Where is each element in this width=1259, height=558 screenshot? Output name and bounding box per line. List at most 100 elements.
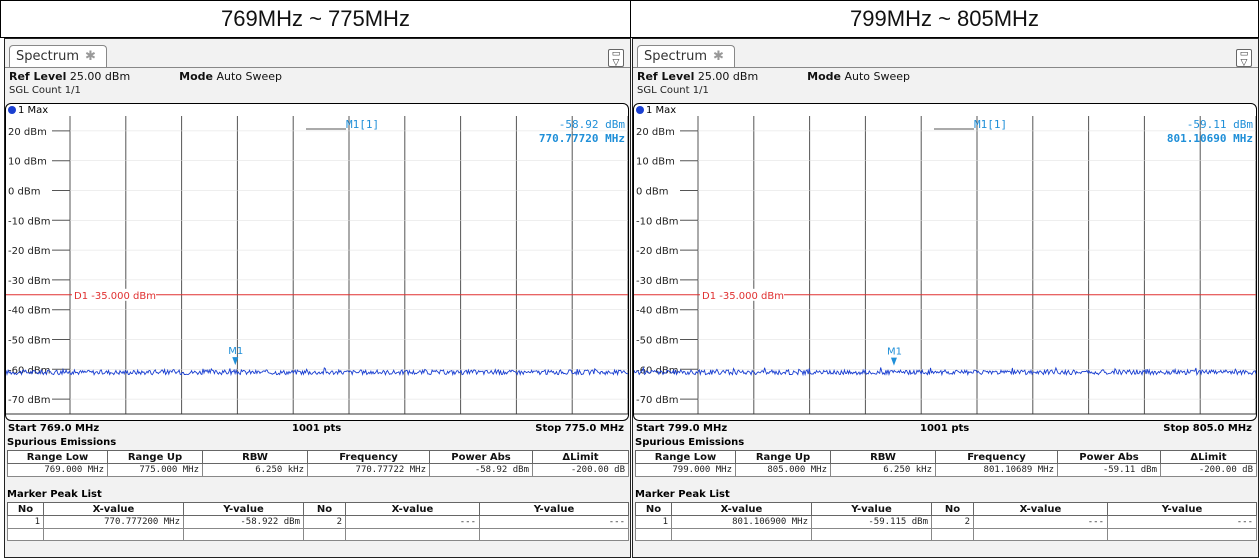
spurious-header: ΔLimit — [533, 451, 629, 464]
y-tick-label: -40 dBm — [8, 306, 50, 317]
spectrum-tab[interactable]: Spectrum ✱ — [637, 45, 735, 67]
spectrum-tab-label: Spectrum — [644, 49, 707, 64]
y-tick-label: -70 dBm — [636, 395, 678, 406]
peak-header: X-value — [672, 503, 812, 516]
peak-header: Y-value — [480, 503, 629, 516]
spectrum-plot: 20 dBm 10 dBm 0 dBm -10 dBm -20 dBm -30 dBm -4… — [633, 103, 1257, 421]
marker-readout-name: M1[1] — [974, 118, 1007, 131]
trace-dot-icon — [636, 106, 644, 114]
sweep-points: 1001 pts — [920, 423, 969, 434]
display-config-icon[interactable]: ▭ ▽ — [1236, 49, 1252, 67]
peak-cell: --- — [480, 516, 629, 529]
y-tick-label: 0 dBm — [636, 187, 669, 198]
spectrum-svg: 20 dBm 10 dBm 0 dBm -10 dBm -20 dBm -30 dBm -4… — [634, 104, 1256, 420]
spurious-cell: 775.000 MHz — [108, 464, 203, 477]
y-tick-label: 10 dBm — [8, 157, 47, 168]
spectrum-svg: 20 dBm 10 dBm 0 dBm -10 dBm -20 dBm -30 dBm -4… — [6, 104, 628, 420]
sgl-count: SGL Count 1/1 — [9, 85, 81, 96]
y-tick-label: -50 dBm — [636, 336, 678, 347]
spurious-cell: 805.000 MHz — [736, 464, 831, 477]
pin-icon[interactable]: ✱ — [85, 49, 96, 64]
ref-level-label: Ref Level — [9, 70, 66, 83]
peak-row: 1 770.777200 MHz -58.922 dBm 2 --- --- — [8, 516, 629, 529]
spurious-cell: 801.10689 MHz — [936, 464, 1058, 477]
spectrum-tab[interactable]: Spectrum ✱ — [9, 45, 107, 67]
y-tick-label: -50 dBm — [8, 336, 50, 347]
marker-readout-level: -59.11 dBm — [1187, 118, 1254, 131]
spurious-header: Range Low — [8, 451, 108, 464]
marker-tag: M1 — [228, 346, 243, 357]
peak-cell: 1 — [8, 516, 44, 529]
y-tick-label: 0 dBm — [8, 187, 41, 198]
marker-readout-freq: 801.10690 MHz — [1167, 132, 1253, 145]
start-frequency: Start 769.0 MHz — [8, 423, 99, 434]
ref-level-value: 25.00 dBm — [698, 70, 758, 83]
peak-cell: 1 — [636, 516, 672, 529]
spurious-cell: 770.77722 MHz — [308, 464, 430, 477]
peak-header: X-value — [44, 503, 184, 516]
peak-cell: 2 — [932, 516, 974, 529]
peak-list-title: Marker Peak List — [7, 489, 102, 500]
y-tick-label: -70 dBm — [8, 395, 50, 406]
peak-empty-row — [636, 529, 1257, 541]
peak-cell: -59.115 dBm — [812, 516, 932, 529]
peak-cell: -58.922 dBm — [184, 516, 304, 529]
trace-line — [6, 368, 628, 375]
peak-cell: --- — [1108, 516, 1257, 529]
y-tick-label: -10 dBm — [8, 216, 50, 227]
marker-readout-freq: 770.77720 MHz — [539, 132, 625, 145]
display-config-icon[interactable]: ▭ ▽ — [608, 49, 624, 67]
spurious-title: Spurious Emissions — [7, 437, 116, 448]
limit-label: D1 -35.000 dBm — [702, 291, 784, 302]
pin-icon[interactable]: ✱ — [713, 49, 724, 64]
spurious-row: 769.000 MHz 775.000 MHz 6.250 kHz 770.77722… — [8, 464, 629, 477]
trace-indicator: 1 Max — [636, 105, 676, 116]
y-tick-label: 10 dBm — [636, 157, 675, 168]
spurious-cell: 6.250 kHz — [831, 464, 936, 477]
spurious-cell: 769.000 MHz — [8, 464, 108, 477]
peak-header: Y-value — [184, 503, 304, 516]
peak-row: 1 801.106900 MHz -59.115 dBm 2 --- --- — [636, 516, 1257, 529]
band-header-left: 769MHz ~ 775MHz — [0, 0, 631, 38]
peak-header: X-value — [346, 503, 480, 516]
spurious-cell: -200.00 dB — [1161, 464, 1257, 477]
peak-header-row: No X-value Y-value No X-value Y-value — [8, 503, 629, 516]
spurious-cell: -58.92 dBm — [430, 464, 533, 477]
trace-line — [634, 368, 1256, 375]
peak-empty-row — [8, 529, 629, 541]
spurious-table: Range Low Range Up RBW Frequency Power Abs ΔL… — [7, 450, 629, 477]
spurious-header-row: Range Low Range Up RBW Frequency Power Abs ΔL… — [636, 451, 1257, 464]
measurement-info: Ref Level 25.00 dBm Mode Auto Sweep SGL … — [637, 70, 910, 97]
spurious-header: Power Abs — [1058, 451, 1161, 464]
sgl-count: SGL Count 1/1 — [637, 85, 709, 96]
sweep-points: 1001 pts — [292, 423, 341, 434]
spurious-header: RBW — [203, 451, 308, 464]
measurement-info: Ref Level 25.00 dBm Mode Auto Sweep SGL … — [9, 70, 282, 97]
spurious-header: RBW — [831, 451, 936, 464]
trace-label: 1 Max — [646, 105, 676, 116]
y-tick-label: -40 dBm — [636, 306, 678, 317]
peak-header: X-value — [974, 503, 1108, 516]
limit-label: D1 -35.000 dBm — [74, 291, 156, 302]
spurious-header: Range Up — [108, 451, 203, 464]
y-tick-label: -10 dBm — [636, 216, 678, 227]
trace-label: 1 Max — [18, 105, 48, 116]
ref-level-value: 25.00 dBm — [70, 70, 130, 83]
spurious-cell: -200.00 dB — [533, 464, 629, 477]
spectrum-tab-label: Spectrum — [16, 49, 79, 64]
stop-frequency: Stop 775.0 MHz — [535, 423, 624, 434]
spurious-row: 799.000 MHz 805.000 MHz 6.250 kHz 801.10689… — [636, 464, 1257, 477]
spurious-header: ΔLimit — [1161, 451, 1257, 464]
sweep-status-bar: Start 769.0 MHz 1001 pts Stop 775.0 MHz — [5, 422, 630, 437]
y-tick-label: -30 dBm — [8, 276, 50, 287]
y-tick-label: -20 dBm — [8, 246, 50, 257]
mode-label: Mode — [179, 70, 213, 83]
marker-tag: M1 — [887, 347, 902, 358]
peak-cell: --- — [974, 516, 1108, 529]
start-frequency: Start 799.0 MHz — [636, 423, 727, 434]
peak-header: No — [932, 503, 974, 516]
peak-header: Y-value — [812, 503, 932, 516]
y-tick-label: -30 dBm — [636, 276, 678, 287]
spurious-header: Frequency — [936, 451, 1058, 464]
